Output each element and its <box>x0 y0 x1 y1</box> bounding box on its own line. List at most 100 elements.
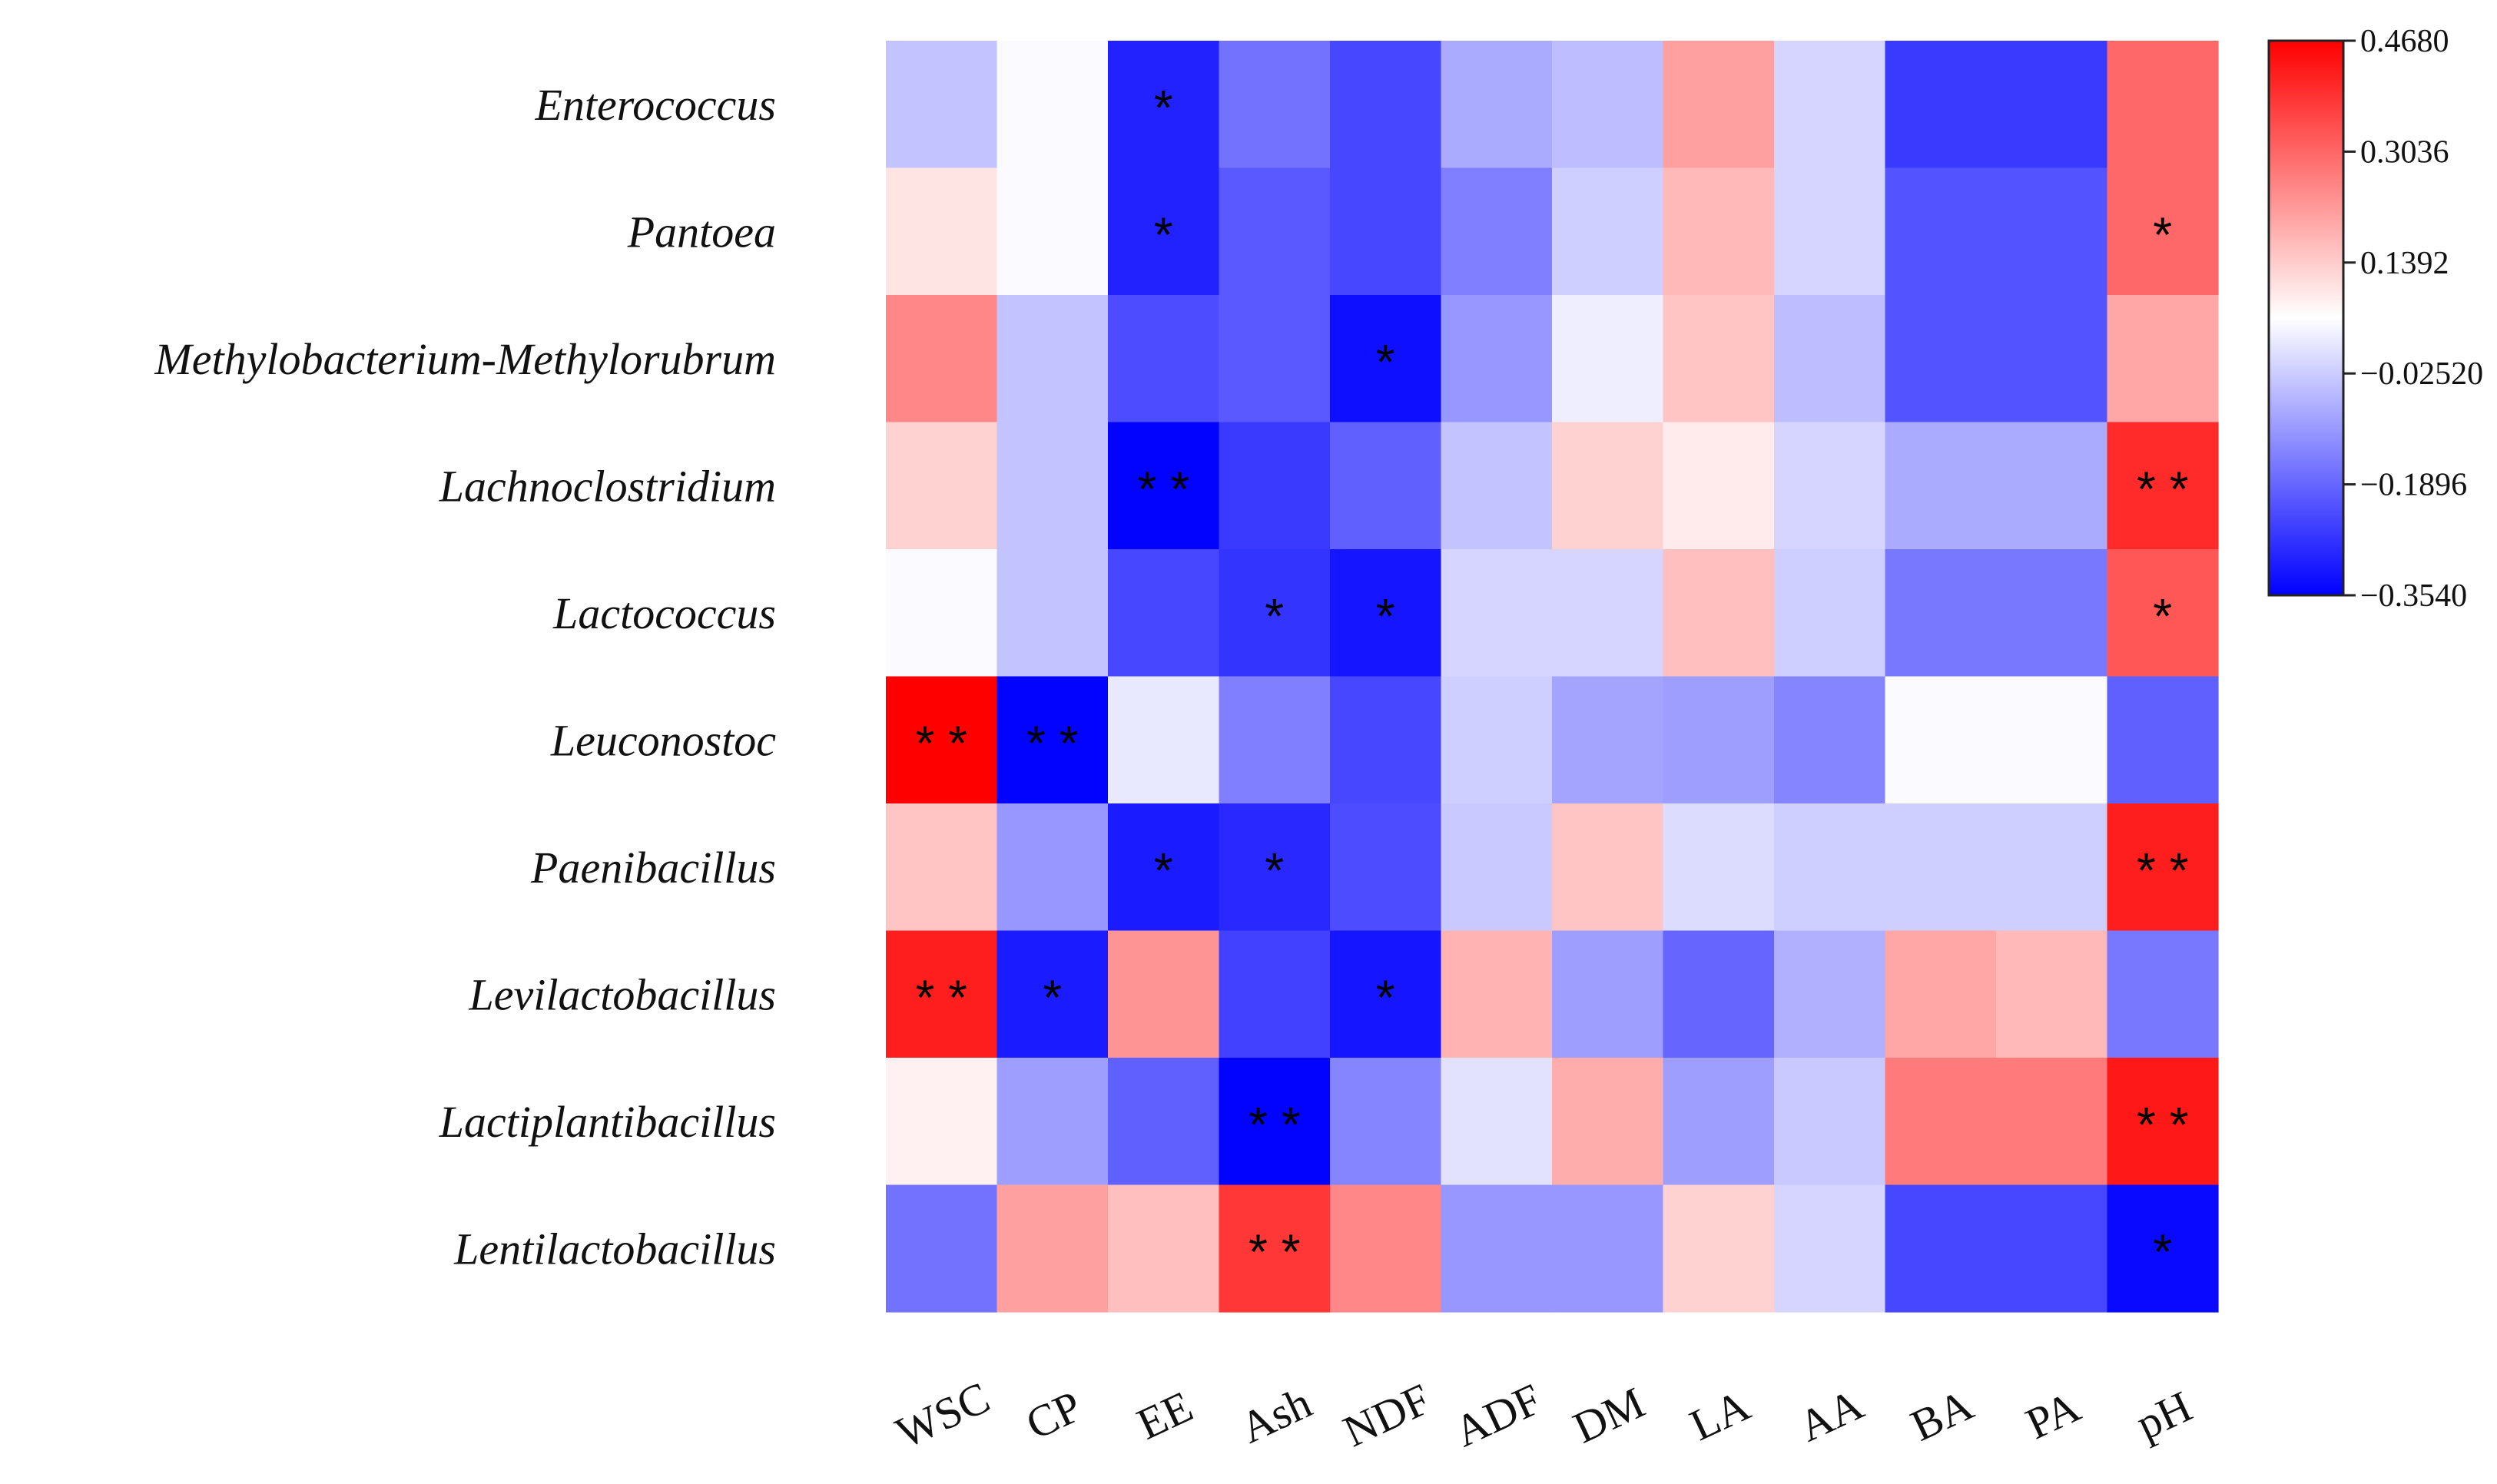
heatmap-cell <box>1330 930 1442 1058</box>
column-label: EE <box>1129 1381 1200 1449</box>
heatmap-cell <box>1219 803 1331 932</box>
heatmap-cell <box>1774 1184 1886 1313</box>
heatmap-cell <box>1663 1184 1775 1313</box>
heatmap-cell <box>1885 930 1997 1058</box>
heatmap-cell <box>886 549 998 677</box>
column-label: pH <box>2129 1381 2200 1449</box>
heatmap-cell <box>996 167 1109 296</box>
heatmap-cell <box>1885 167 1997 296</box>
heatmap-cell <box>2107 41 2219 169</box>
significance-marker: * <box>1154 207 1173 262</box>
significance-marker: * * <box>915 969 967 1025</box>
heatmap-cell <box>1330 549 1442 677</box>
heatmap-cell <box>1885 41 1997 169</box>
column-label: NDF <box>1336 1373 1438 1456</box>
significance-marker: * <box>2153 1224 2172 1279</box>
heatmap-cell <box>886 1058 998 1186</box>
heatmap-cell <box>1663 422 1775 550</box>
heatmap-cell <box>1441 41 1553 169</box>
heatmap-cell <box>1441 167 1553 296</box>
column-labels: WSC CP EE Ash NDF ADF DM LA AA BA PA pH <box>888 1372 2199 1458</box>
heatmap-cell <box>1996 803 2108 932</box>
heatmap-cell <box>1996 295 2108 423</box>
heatmap-cell <box>1885 1184 1997 1313</box>
heatmap-cell <box>1552 41 1664 169</box>
colorbar-tick-label: −0.02520 <box>2360 356 2483 392</box>
row-label: Lactiplantibacillus <box>439 1097 776 1147</box>
heatmap-cell <box>1219 41 1331 169</box>
row-label: Pantoea <box>627 207 776 257</box>
heatmap-cell <box>996 1058 1109 1186</box>
heatmap-cell <box>1441 1058 1553 1186</box>
heatmap-cell <box>1996 930 2108 1058</box>
heatmap-cell <box>1663 295 1775 423</box>
heatmap-cell <box>1996 422 2108 550</box>
heatmap-cell <box>1996 1058 2108 1186</box>
heatmap-cell <box>1108 295 1220 423</box>
heatmap-cell <box>1219 1058 1331 1186</box>
heatmap-cell <box>1774 803 1886 932</box>
significance-marker: * <box>2153 207 2172 262</box>
heatmap-cell <box>1219 167 1331 296</box>
colorbar-scale <box>2267 39 2345 597</box>
heatmap-cell <box>1552 930 1664 1058</box>
significance-marker: * <box>1376 588 1395 644</box>
column-label: PA <box>2018 1381 2087 1449</box>
heatmap-cell <box>996 803 1109 932</box>
heatmap-cell <box>1108 930 1220 1058</box>
row-label: Paenibacillus <box>530 843 776 893</box>
heatmap-cell <box>1663 676 1775 804</box>
heatmap-cell <box>1219 676 1331 804</box>
heatmap-cell <box>1108 41 1220 169</box>
heatmap-cell <box>2107 549 2219 677</box>
heatmap-cell <box>1441 1184 1553 1313</box>
heatmap-cell <box>2107 167 2219 296</box>
heatmap-cell <box>1330 1058 1442 1186</box>
row-label: Enterococcus <box>534 80 776 130</box>
heatmap-cell <box>996 1184 1109 1313</box>
heatmap-cell <box>1774 1058 1886 1186</box>
colorbar-tick-label: −0.3540 <box>2360 578 2467 614</box>
significance-marker: * * <box>1137 461 1189 516</box>
significance-marker: * <box>1154 80 1173 135</box>
column-label: WSC <box>888 1372 996 1458</box>
heatmap-cell <box>2107 803 2219 932</box>
heatmap-cell <box>886 295 998 423</box>
heatmap-cell <box>886 422 998 550</box>
column-label: DM <box>1566 1377 1652 1453</box>
colorbar-tick-label: 0.4680 <box>2360 24 2449 59</box>
heatmap-cell <box>1663 930 1775 1058</box>
heatmap-cell <box>996 930 1109 1058</box>
heatmap-cell <box>886 930 998 1058</box>
heatmap-cell <box>1552 295 1664 423</box>
heatmap-cell <box>1885 549 1997 677</box>
column-label: BA <box>1903 1380 1981 1451</box>
heatmap-cell <box>1663 41 1775 169</box>
heatmap-cell <box>2107 676 2219 804</box>
row-label: Levilactobacillus <box>469 969 777 1019</box>
heatmap-cells <box>886 41 2219 1313</box>
heatmap-cell <box>1552 676 1664 804</box>
heatmap-cell <box>1219 295 1331 423</box>
significance-marker: * * <box>915 715 967 770</box>
significance-marker: * * <box>1248 1224 1301 1279</box>
heatmap-cell <box>996 549 1109 677</box>
heatmap-cell <box>1219 930 1331 1058</box>
significance-marker: * <box>1376 334 1395 389</box>
row-label: Leuconostoc <box>550 715 776 765</box>
heatmap-cell <box>1330 676 1442 804</box>
heatmap-cell <box>1663 1058 1775 1186</box>
row-label: Lentilactobacillus <box>453 1224 776 1274</box>
heatmap-cell <box>1663 803 1775 932</box>
heatmap-cell <box>1330 1184 1442 1313</box>
heatmap-cell <box>1774 549 1886 677</box>
heatmap-cell <box>1885 1058 1997 1186</box>
heatmap-cell <box>1663 167 1775 296</box>
heatmap-cell <box>1885 422 1997 550</box>
heatmap-cell <box>1885 676 1997 804</box>
heatmap-cell <box>1552 422 1664 550</box>
column-label: LA <box>1683 1380 1758 1450</box>
heatmap-cell <box>1108 803 1220 932</box>
heatmap-cell <box>2107 930 2219 1058</box>
